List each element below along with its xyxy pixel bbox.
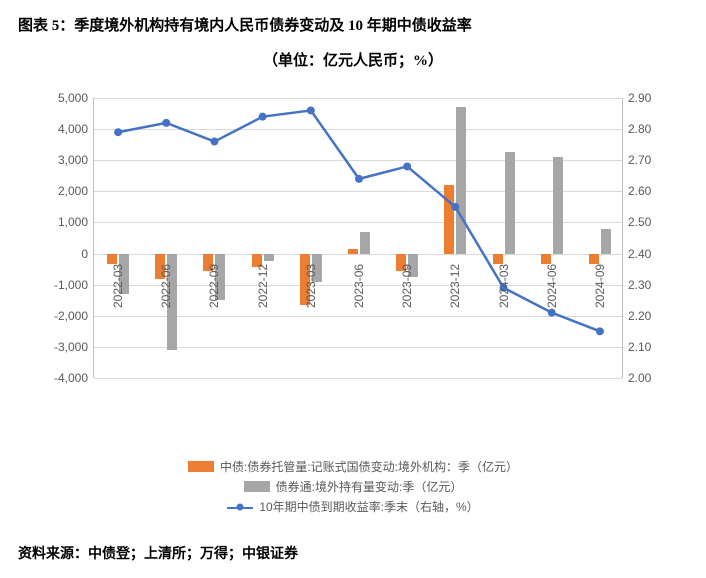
- y-left-tick: 5,000: [33, 91, 88, 105]
- x-tick: 2023-03: [304, 264, 318, 308]
- x-tick: 2022-12: [256, 264, 270, 308]
- legend-item-bars1: 中债:债券托管量:记账式国债变动:境外机构：季（亿元）: [10, 458, 696, 475]
- legend-label-bars1: 中债:债券托管量:记账式国债变动:境外机构：季（亿元）: [220, 458, 518, 475]
- legend-item-bars2: 债券通:境外持有量变动:季（亿元）: [10, 478, 696, 495]
- legend-label-line: 10年期中债到期收益率:季末（右轴，%）: [259, 498, 478, 515]
- y-left-tick: -1,000: [33, 278, 88, 292]
- x-tick: 2024-06: [545, 264, 559, 308]
- legend-swatch-bars2: [244, 481, 270, 492]
- legend-item-line: 10年期中债到期收益率:季末（右轴，%）: [10, 498, 696, 515]
- y-left-tick: 1,000: [33, 215, 88, 229]
- y-right-tick: 2.10: [628, 340, 673, 354]
- y-left-tick: 0: [33, 247, 88, 261]
- x-tick: 2022-09: [207, 264, 221, 308]
- y-left-tick: -2,000: [33, 309, 88, 323]
- legend-label-bars2: 债券通:境外持有量变动:季（亿元）: [276, 478, 463, 495]
- y-left-tick: -4,000: [33, 371, 88, 385]
- y-left-tick: 3,000: [33, 153, 88, 167]
- chart-container: -4,000 -3,000 -2,000 -1,000 0 1,000 2,000 3,000…: [33, 88, 673, 448]
- x-tick: 2023-12: [448, 264, 462, 308]
- chart-subtitle: （单位：亿元人民币；%）: [10, 49, 696, 70]
- y-right-tick: 2.70: [628, 153, 673, 167]
- y-left-tick: 4,000: [33, 122, 88, 136]
- line-series: [94, 98, 622, 378]
- x-tick: 2022-03: [111, 264, 125, 308]
- x-tick: 2023-09: [400, 264, 414, 308]
- source-text: 资料来源：中债登；上清所；万得；中银证券: [18, 543, 696, 563]
- x-tick: 2023-06: [352, 264, 366, 308]
- y-left-tick: 2,000: [33, 184, 88, 198]
- grid-line: [94, 378, 622, 379]
- y-right-tick: 2.90: [628, 91, 673, 105]
- y-right-tick: 2.40: [628, 247, 673, 261]
- y-right-tick: 2.60: [628, 184, 673, 198]
- legend-swatch-bars1: [188, 461, 214, 472]
- chart-title: 图表 5：季度境外机构持有境内人民币债券变动及 10 年期中债收益率: [18, 14, 696, 35]
- legend: 中债:债券托管量:记账式国债变动:境外机构：季（亿元） 债券通:境外持有量变动:…: [10, 458, 696, 515]
- plot-area: [93, 98, 623, 378]
- y-right-tick: 2.20: [628, 309, 673, 323]
- y-right-tick: 2.50: [628, 215, 673, 229]
- y-right-tick: 2.00: [628, 371, 673, 385]
- legend-swatch-line: [227, 501, 253, 513]
- x-tick: 2024-09: [593, 264, 607, 308]
- y-right-tick: 2.80: [628, 122, 673, 136]
- y-left-tick: -3,000: [33, 340, 88, 354]
- y-right-tick: 2.30: [628, 278, 673, 292]
- x-tick: 2024-03: [497, 264, 511, 308]
- x-tick: 2022-06: [159, 264, 173, 308]
